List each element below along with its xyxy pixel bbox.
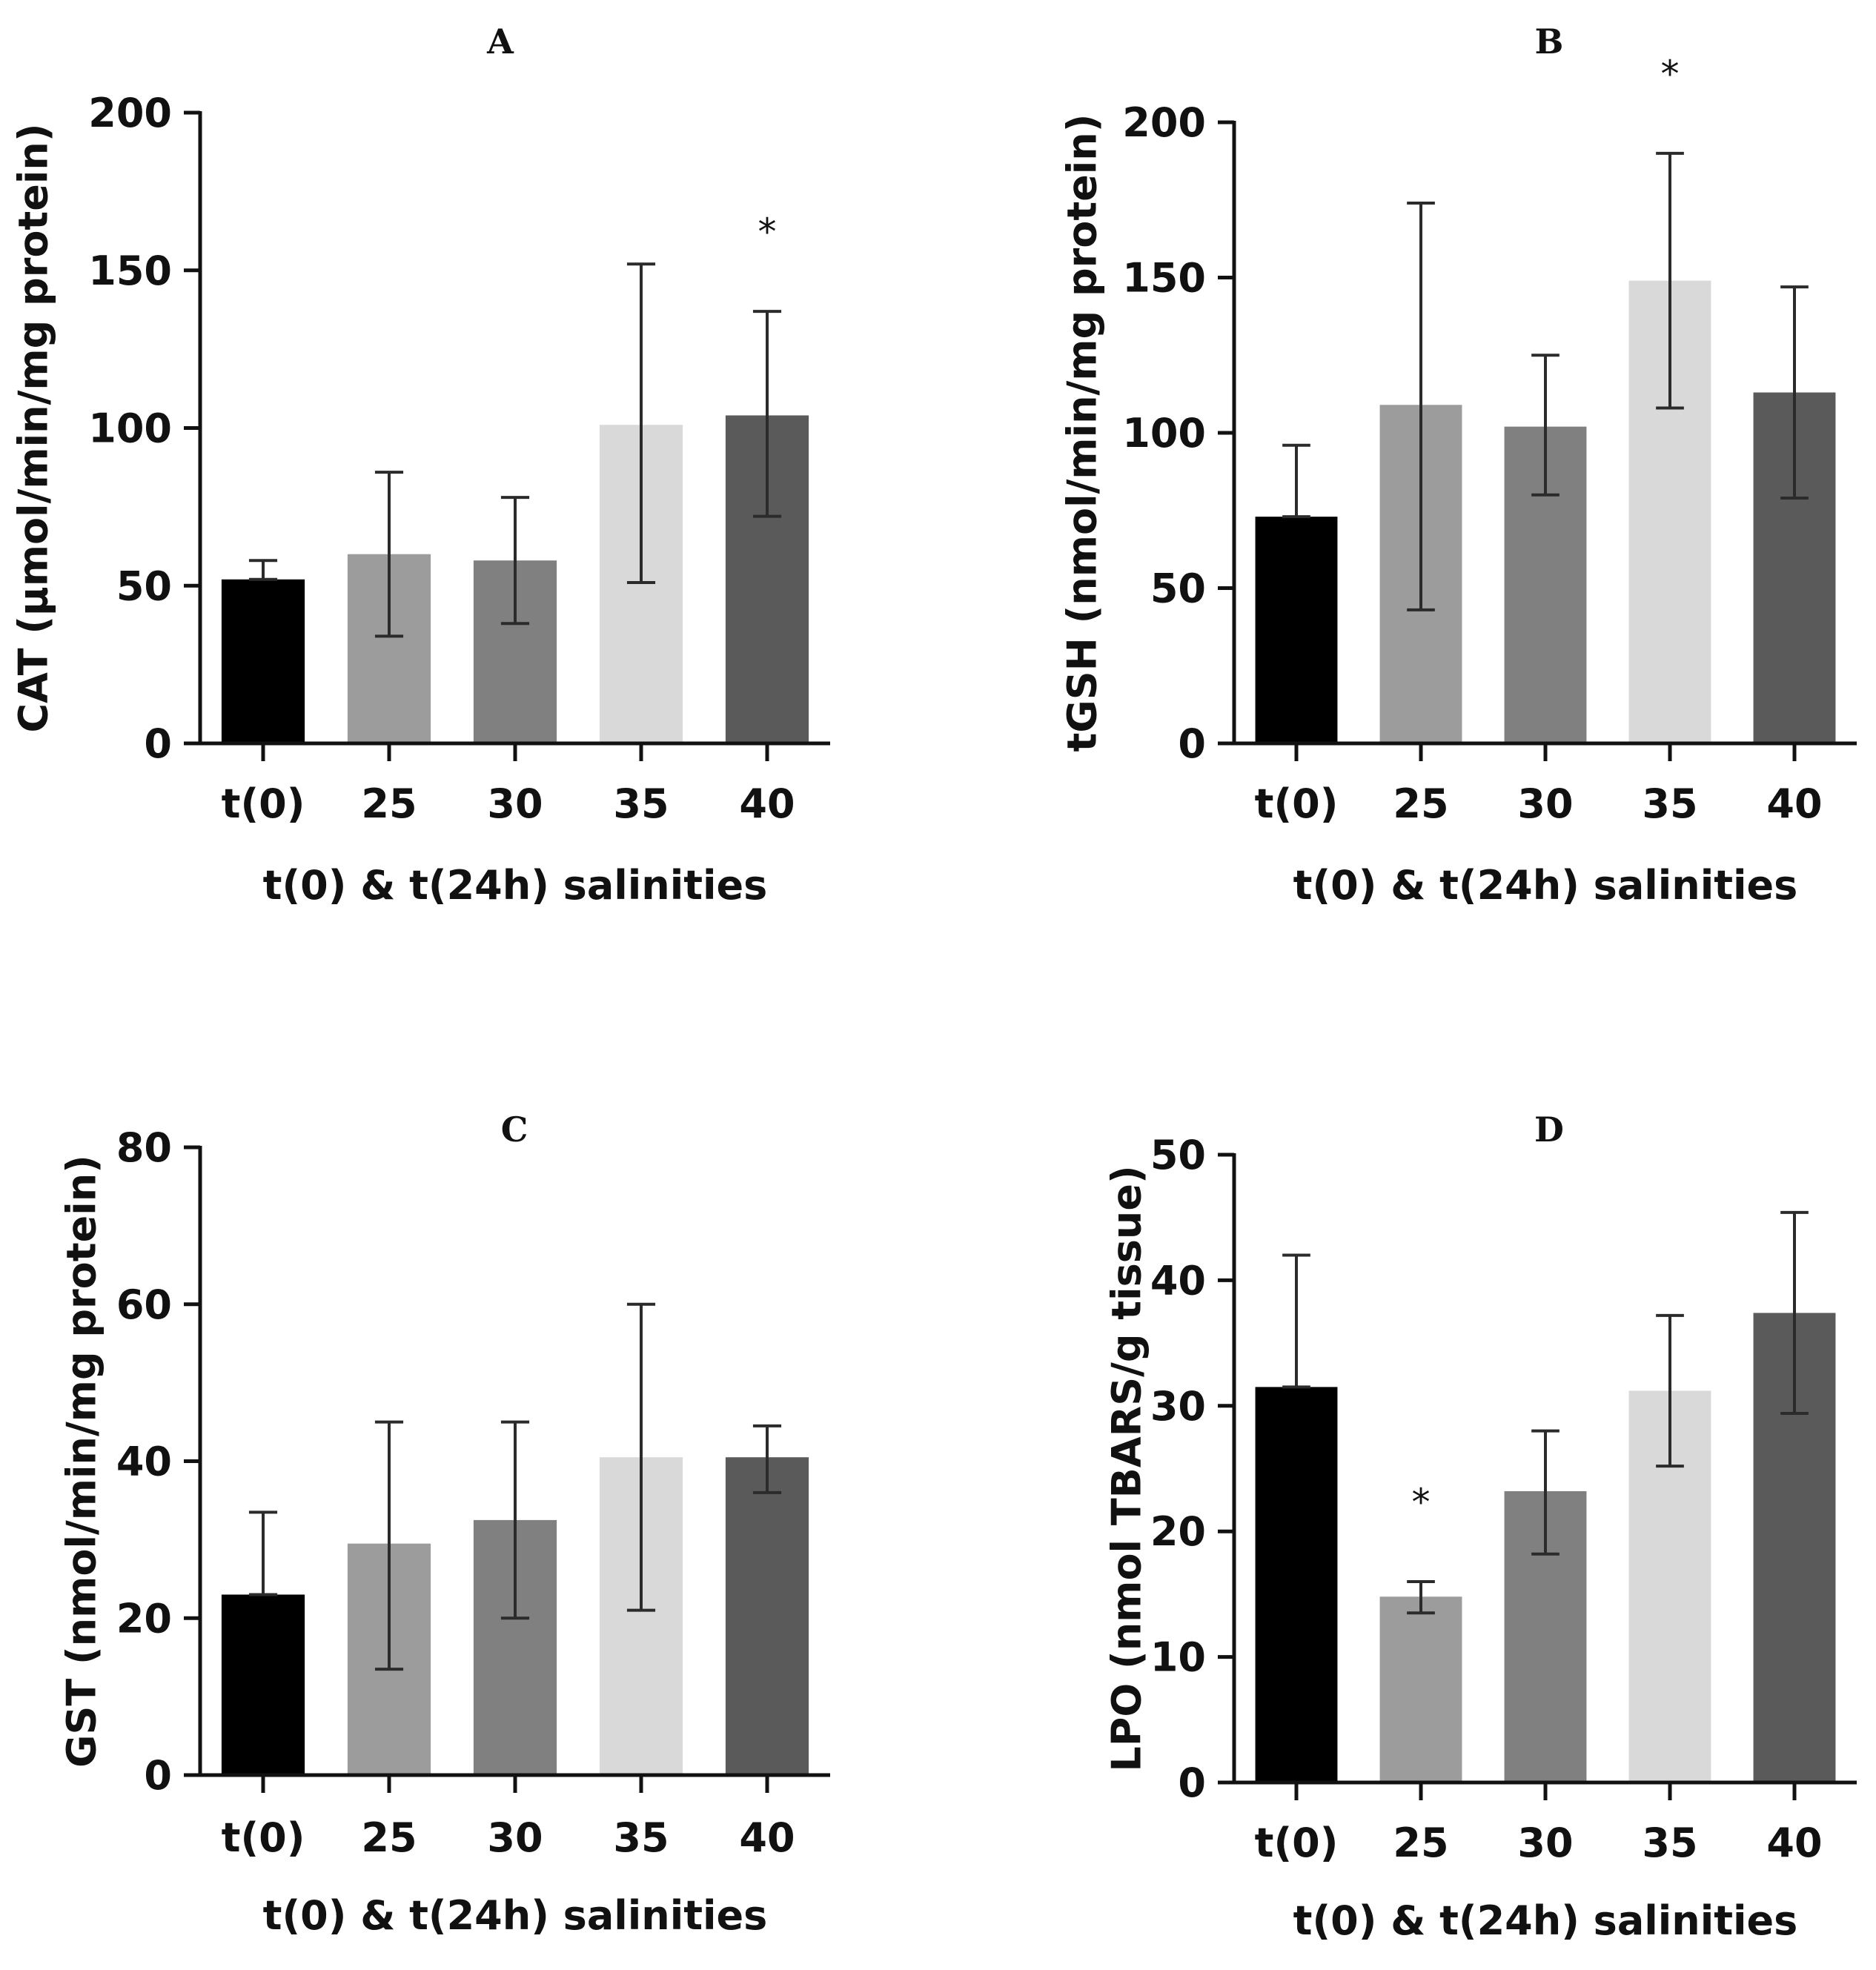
y-tick-label: 100: [1122, 410, 1206, 457]
y-tick-label: 0: [144, 1752, 172, 1799]
significance-marker: *: [1412, 1481, 1431, 1524]
error-bar-25: [374, 471, 404, 638]
error-bar-25: [1407, 1579, 1435, 1615]
error-bar-40: [1780, 1210, 1809, 1415]
x-tick-label: 40: [1766, 1820, 1822, 1866]
y-tick-label: 20: [1150, 1508, 1206, 1555]
panel-b: B * 0 50 100 150 200 t(0) 25 30 35 40 t(0) & t(24h) …: [1059, 21, 1857, 909]
y-tick-label: 10: [1150, 1634, 1206, 1681]
y-tick-label: 40: [1150, 1257, 1206, 1304]
error-bar-t(0): [1282, 443, 1310, 519]
y-tick-label: 20: [116, 1595, 172, 1642]
x-tick-label: t(0): [222, 780, 305, 827]
error-bar-25: [374, 1420, 404, 1671]
error-bar-40: [1780, 285, 1809, 500]
error-bar-t(0): [248, 1510, 278, 1596]
x-tick-label: 25: [1393, 780, 1448, 827]
y-tick-label: 150: [1122, 255, 1206, 302]
bar-t(0): [221, 1594, 305, 1775]
error-bar-40: [752, 1424, 782, 1494]
y-axis-title: CAT (µmol/min/mg protein): [10, 124, 57, 733]
bar-t(0): [1255, 517, 1338, 743]
error-bar-t(0): [1282, 1253, 1310, 1389]
x-tick-label: 30: [487, 780, 543, 827]
x-tick-label: 35: [613, 1814, 669, 1861]
error-bar-40: [752, 310, 782, 518]
y-tick-label: 150: [88, 248, 172, 294]
x-tick-label: 35: [613, 780, 669, 827]
y-tick-label: 100: [88, 405, 172, 452]
y-tick-label: 0: [144, 720, 172, 767]
y-axis-title: GST (nmol/min/mg protein): [59, 1155, 105, 1768]
y-tick-label: 40: [116, 1439, 172, 1485]
x-tick-label: 25: [1393, 1820, 1448, 1866]
x-axis-title: t(0) & t(24h) salinities: [263, 862, 768, 909]
panel-d: D * 0 10 20 30 40 50 t(0) 25 30 35 40 t(0) & t(24h) s…: [1104, 1110, 1857, 1944]
y-tick-label: 30: [1150, 1383, 1206, 1430]
x-tick-label: 35: [1642, 780, 1697, 827]
bar-t(0): [1255, 1387, 1338, 1782]
bar-40: [725, 1457, 809, 1775]
x-tick-label: t(0): [222, 1814, 305, 1861]
y-tick-label: 200: [1122, 99, 1206, 146]
y-tick-label: 0: [1178, 720, 1206, 767]
y-axis-title: LPO (nmol TBARS/g tissue): [1104, 1165, 1150, 1771]
error-bar-30: [500, 496, 530, 626]
x-tick-label: 40: [1766, 780, 1822, 827]
y-tick-label: 200: [88, 90, 172, 136]
x-tick-label: 25: [361, 780, 417, 827]
error-bar-30: [500, 1420, 530, 1620]
panel-c: C 0 20 40 60 80 t(0) 25 30 35 40 t(0) & t(24h) sali…: [59, 1110, 830, 1939]
x-axis-title: t(0) & t(24h) salinities: [263, 1892, 768, 1939]
panel-a: A * 0 50 100 150 200 t(0) 25 30 35 40 t(0) & t(24h) …: [10, 21, 830, 909]
panel-title: C: [501, 1110, 528, 1150]
bar-25: [1379, 1596, 1462, 1782]
error-bar-30: [1531, 1429, 1560, 1556]
x-tick-label: t(0): [1255, 1820, 1339, 1866]
x-axis-title: t(0) & t(24h) salinities: [1293, 1897, 1798, 1944]
panel-title: D: [1534, 1110, 1564, 1150]
error-bar-t(0): [248, 559, 278, 581]
x-tick-label: 30: [487, 1814, 543, 1861]
x-tick-label: 40: [739, 1814, 795, 1861]
y-axis-title: tGSH (nmol/min/mg protein): [1059, 114, 1106, 752]
y-tick-label: 50: [1150, 566, 1206, 612]
error-bar-25: [1407, 201, 1435, 611]
y-tick-label: 80: [116, 1124, 172, 1171]
y-tick-label: 0: [1178, 1760, 1206, 1806]
error-bar-35: [626, 1302, 656, 1612]
x-tick-label: 30: [1517, 780, 1573, 827]
y-tick-label: 50: [1150, 1132, 1206, 1178]
error-bar-35: [1656, 1313, 1684, 1468]
x-tick-label: 30: [1517, 1820, 1573, 1866]
x-tick-label: 25: [361, 1814, 417, 1861]
bar-t(0): [221, 579, 305, 743]
x-tick-label: t(0): [1255, 780, 1339, 827]
error-bar-30: [1531, 354, 1560, 497]
error-bar-35: [1656, 151, 1684, 410]
x-axis-title: t(0) & t(24h) salinities: [1293, 862, 1798, 909]
y-tick-label: 60: [116, 1281, 172, 1328]
x-tick-label: 35: [1642, 1820, 1697, 1866]
significance-marker: *: [758, 210, 777, 253]
panel-title: A: [486, 21, 514, 62]
x-tick-label: 40: [739, 780, 795, 827]
error-bar-35: [626, 262, 656, 584]
panel-title: B: [1535, 21, 1564, 62]
y-tick-label: 50: [116, 563, 172, 609]
significance-marker: *: [1661, 53, 1680, 96]
